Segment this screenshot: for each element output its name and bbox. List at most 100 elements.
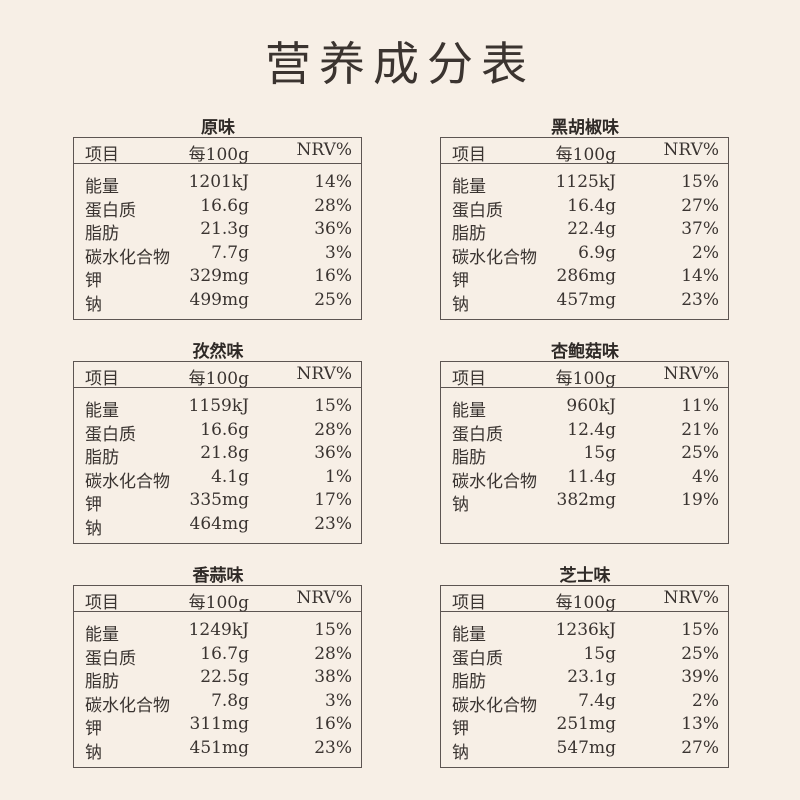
table-row: 能量 1249kJ 15%: [74, 618, 361, 645]
nutrient-name: 能量: [452, 625, 486, 645]
nutrient-name: 钾: [452, 719, 469, 740]
nutrient-nrv: 15%: [314, 396, 352, 416]
nutrient-name: 碳水化合物: [85, 695, 170, 716]
nutrient-nrv: 15%: [681, 172, 719, 192]
nutrient-nrv: 2%: [692, 690, 719, 711]
table-row: 蛋白质 12.4g 21%: [441, 418, 728, 445]
nutrient-name: 脂肪: [452, 672, 486, 693]
nutrient-nrv: 28%: [314, 643, 352, 664]
nutrient-value: 1249kJ: [188, 620, 249, 640]
table-row: 碳水化合物 7.8g 3%: [74, 689, 361, 716]
header-nrv: NRV%: [663, 140, 720, 160]
header-nrv: NRV%: [296, 140, 353, 160]
nutrient-value: 1159kJ: [188, 396, 249, 416]
table-row: 钾 311mg 16%: [74, 712, 361, 740]
nutrient-value: 22.4g: [567, 219, 616, 240]
nutrient-nrv: 14%: [681, 266, 719, 287]
nutrition-table: 项目 每100g NRV% 能量 1159kJ 15% 蛋白质 16.6g 28% 脂肪 21.8g…: [73, 361, 362, 544]
nutrient-value: 1236kJ: [555, 620, 616, 640]
table-header: 项目 每100g NRV%: [441, 362, 728, 389]
nutrient-nrv: 15%: [314, 620, 352, 640]
nutrient-name: 碳水化合物: [452, 695, 537, 716]
nutrient-nrv: 13%: [681, 714, 719, 735]
table-row: 能量 1159kJ 15%: [74, 394, 361, 421]
nutrient-value: 251mg: [556, 714, 616, 735]
table-row: 脂肪 21.8g 36%: [74, 441, 361, 468]
nutrient-name: 能量: [452, 401, 486, 421]
nutrient-nrv: 3%: [325, 242, 352, 263]
header-nrv: NRV%: [663, 588, 720, 608]
flavor-title: 原味: [201, 118, 235, 138]
nutrient-value: 329mg: [189, 266, 249, 287]
nutrient-name: 钠: [85, 294, 102, 315]
table-row: 碳水化合物 7.7g 3%: [74, 241, 361, 268]
nutrient-value: 464mg: [189, 513, 249, 534]
header-item: 项目: [452, 145, 486, 165]
nutrient-value: 15g: [583, 643, 616, 664]
nutrient-name: 能量: [452, 177, 486, 197]
nutrient-name: 钾: [85, 719, 102, 740]
table-row: 钠 464mg 23%: [74, 512, 361, 539]
nutrient-name: 钠: [452, 495, 469, 516]
nutrient-nrv: 11%: [681, 396, 719, 416]
nutrient-name: 钠: [452, 742, 469, 763]
nutrient-nrv: 27%: [681, 737, 719, 758]
table-header: 项目 每100g NRV%: [441, 586, 728, 613]
nutrient-name: 钠: [85, 742, 102, 763]
table-row: 钾 251mg 13%: [441, 712, 728, 740]
nutrient-value: 4.1g: [211, 466, 249, 487]
nutrient-nrv: 25%: [681, 643, 719, 664]
nutrient-name: 蛋白质: [452, 648, 503, 669]
table-row: 钾 329mg 16%: [74, 264, 361, 291]
nutrient-value: 457mg: [556, 289, 616, 310]
nutrient-value: 23.1g: [567, 667, 616, 688]
nutrient-name: 蛋白质: [85, 424, 136, 445]
header-per-100g: 每100g: [555, 145, 616, 165]
nutrient-nrv: 17%: [314, 490, 352, 511]
table-row: 能量 1125kJ 15%: [441, 170, 728, 197]
nutrient-name: 钾: [452, 271, 469, 292]
table-row: 脂肪 23.1g 39%: [441, 665, 728, 693]
header-per-100g: 每100g: [188, 593, 249, 613]
table-row: 碳水化合物 4.1g 1%: [74, 465, 361, 492]
table-row: 碳水化合物 7.4g 2%: [441, 689, 728, 716]
nutrient-nrv: 39%: [681, 667, 719, 688]
nutrient-nrv: 3%: [325, 690, 352, 711]
nutrient-nrv: 19%: [681, 490, 719, 511]
table-row: 蛋白质 15g 25%: [441, 642, 728, 669]
nutrient-value: 311mg: [189, 714, 249, 735]
nutrient-value: 335mg: [189, 490, 249, 511]
nutrient-value: 286mg: [556, 266, 616, 287]
nutrient-nrv: 28%: [314, 195, 352, 216]
header-per-100g: 每100g: [188, 145, 249, 165]
nutrient-name: 脂肪: [85, 672, 119, 693]
table-header: 项目 每100g NRV%: [74, 586, 361, 613]
nutrient-name: 能量: [85, 625, 119, 645]
nutrition-table: 项目 每100g NRV% 能量 960kJ 11% 蛋白质 12.4g 21% 脂肪 15g 25%…: [440, 361, 729, 544]
table-row: 蛋白质 16.6g 28%: [74, 418, 361, 445]
flavor-title: 孜然味: [192, 342, 244, 362]
nutrient-value: 960kJ: [566, 396, 616, 416]
nutrient-nrv: 2%: [692, 242, 719, 263]
table-row: 钠 451mg 23%: [74, 736, 361, 763]
nutrient-name: 脂肪: [452, 224, 486, 245]
nutrient-name: 蛋白质: [452, 424, 503, 445]
nutrient-value: 7.8g: [211, 690, 249, 711]
table-row: 能量 960kJ 11%: [441, 394, 728, 421]
header-item: 项目: [85, 145, 119, 165]
nutrient-name: 能量: [85, 177, 119, 197]
table-row: 钠 499mg 25%: [74, 288, 361, 315]
nutrient-nrv: 23%: [681, 289, 719, 310]
nutrient-value: 7.4g: [578, 690, 616, 711]
nutrient-value: 6.9g: [578, 242, 616, 263]
header-per-100g: 每100g: [555, 369, 616, 389]
nutrient-nrv: 16%: [314, 266, 352, 287]
nutrient-value: 22.5g: [200, 667, 249, 688]
nutrient-nrv: 4%: [692, 466, 719, 487]
nutrient-value: 16.4g: [567, 195, 616, 216]
nutrient-value: 382mg: [556, 490, 616, 511]
nutrient-nrv: 36%: [314, 443, 352, 464]
nutrient-nrv: 36%: [314, 219, 352, 240]
nutrient-value: 16.6g: [200, 419, 249, 440]
table-row: 钾 286mg 14%: [441, 264, 728, 292]
